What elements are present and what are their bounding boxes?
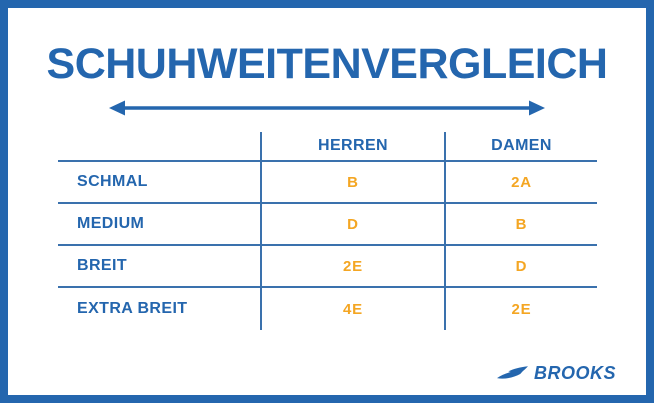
row-label-medium: MEDIUM bbox=[58, 204, 262, 246]
cell-breit-herren: 2E bbox=[262, 246, 446, 288]
cell-extra-breit-damen: 2E bbox=[511, 300, 532, 318]
row-label-breit: BREIT bbox=[58, 246, 262, 288]
cell-medium-damen: B bbox=[446, 204, 597, 246]
cell-medium-herren: D bbox=[262, 204, 446, 246]
row-label-schmal: SCHMAL bbox=[58, 162, 262, 204]
cell-schmal-damen: 2A bbox=[446, 162, 597, 204]
brooks-chevron-icon bbox=[496, 366, 528, 379]
brooks-logo: BROOKS bbox=[496, 363, 616, 384]
cell-schmal-herren: B bbox=[262, 162, 446, 204]
cell-breit-damen: D bbox=[446, 246, 597, 288]
brooks-wordmark: BROOKS bbox=[533, 363, 616, 383]
row-label-extra-breit: EXTRA BREIT bbox=[58, 288, 262, 330]
double-arrow-icon bbox=[109, 100, 545, 116]
cell-extra-breit-herren: 4E bbox=[262, 288, 446, 330]
column-header-herren: HERREN bbox=[262, 132, 446, 162]
column-header-damen: DAMEN bbox=[446, 132, 597, 162]
width-comparison-table: HERREN DAMEN SCHMAL B 2A MEDIUM D B BREI… bbox=[58, 132, 597, 330]
corner-cell bbox=[58, 132, 262, 162]
page-title: SCHUHWEITENVERGLEICH bbox=[46, 40, 608, 88]
